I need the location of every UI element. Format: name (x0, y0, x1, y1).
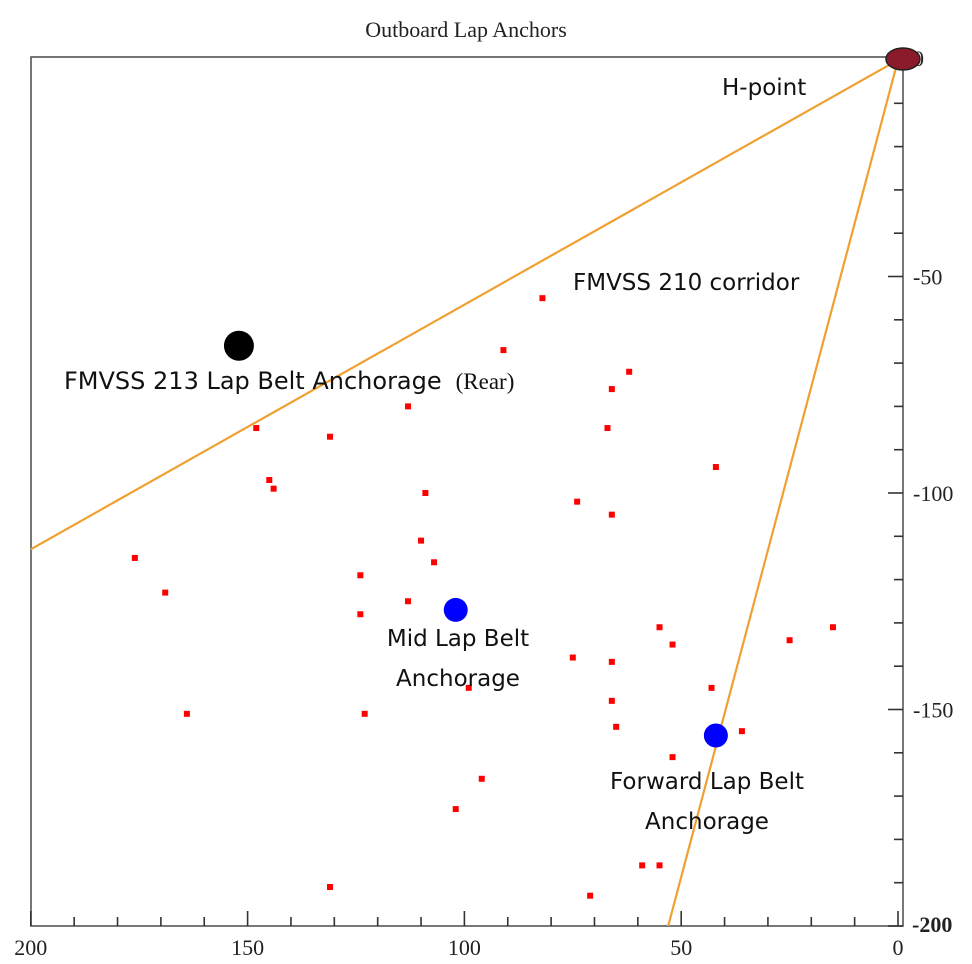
data-point (361, 710, 368, 717)
data-point (639, 862, 646, 869)
data-point (183, 710, 190, 717)
plot-frame (30, 56, 904, 927)
data-point (608, 386, 615, 393)
data-points (131, 295, 836, 899)
data-point (131, 554, 138, 561)
anchor-markers (223, 47, 921, 748)
x-tick-label: 50 (670, 935, 692, 960)
data-point (656, 862, 663, 869)
corridor-line (30, 59, 899, 551)
data-point (253, 425, 260, 432)
data-point (829, 624, 836, 631)
corridor-label: FMVSS 210 corridor (573, 270, 800, 296)
data-point (656, 624, 663, 631)
fmvss213-anchor-marker (223, 330, 254, 361)
mid-anchor-marker (443, 597, 468, 622)
mid-anchor-label-line2: Anchorage (396, 666, 520, 692)
corridor-line (667, 59, 900, 927)
data-point (539, 295, 546, 302)
x-tick-label: 100 (448, 935, 481, 960)
corridor-lines (30, 59, 900, 927)
data-point (626, 368, 633, 375)
data-point (669, 754, 676, 761)
data-point (669, 641, 676, 648)
fmvss213-label: FMVSS 213 Lap Belt Anchorage (Rear) (64, 367, 514, 395)
data-point (708, 684, 715, 691)
forward-anchor-label-line1: Forward Lap Belt (610, 769, 804, 795)
fmvss213-label-suffix: (Rear) (456, 369, 515, 394)
y-tick-label: -50 (913, 265, 942, 290)
y-tick-label: -100 (913, 481, 953, 506)
x-tick-label: 150 (231, 935, 264, 960)
x-ticks (29, 911, 899, 926)
forward-anchor-marker (703, 723, 728, 748)
y-tick-labels: -50-100-1500-200 (912, 46, 953, 937)
data-point (266, 477, 273, 484)
data-point (357, 611, 364, 618)
data-point (162, 589, 169, 596)
y-tick-label: -150 (913, 698, 953, 723)
data-point (357, 572, 364, 579)
x-tick-labels: 200 150 100 50 0 (14, 935, 903, 960)
data-point (786, 637, 793, 644)
data-point (270, 485, 277, 492)
data-point (569, 654, 576, 661)
data-point (326, 433, 333, 440)
data-point (738, 728, 745, 735)
mid-anchor-label-line1: Mid Lap Belt (387, 626, 529, 652)
data-point (452, 806, 459, 813)
data-point (587, 892, 594, 899)
data-point (608, 697, 615, 704)
h-point-marker (885, 47, 921, 71)
data-point (465, 684, 472, 691)
fmvss213-label-main: FMVSS 213 Lap Belt Anchorage (64, 367, 442, 395)
data-point (604, 425, 611, 432)
data-point (608, 511, 615, 518)
data-point (405, 403, 412, 410)
data-point (326, 884, 333, 891)
data-point (613, 723, 620, 730)
data-point (422, 490, 429, 496)
data-point (608, 658, 615, 665)
data-point (500, 347, 507, 354)
forward-anchor-label-line2: Anchorage (645, 809, 769, 835)
y-corner-tick-label: -200 (912, 912, 952, 937)
data-point (418, 537, 425, 544)
data-point (431, 559, 438, 566)
data-point (478, 775, 485, 782)
chart-title: Outboard Lap Anchors (365, 17, 567, 42)
data-point (405, 598, 412, 605)
data-point (574, 498, 581, 505)
x-tick-label: 200 (14, 935, 47, 960)
data-point (712, 464, 719, 471)
x-tick-label: 0 (893, 935, 904, 960)
h-point-label: H-point (722, 75, 806, 101)
